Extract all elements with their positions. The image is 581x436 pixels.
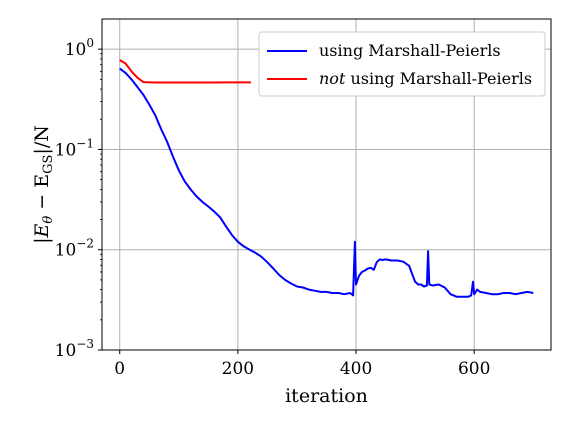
legend-label-1: not using Marshall-Peierls <box>319 69 532 88</box>
series-line-0 <box>119 67 534 298</box>
y-label-post: |/N <box>31 125 53 154</box>
x-tick-label: 400 <box>340 359 372 379</box>
axes-frame <box>101 18 552 351</box>
legend: using Marshall-Peierls not using Marshall… <box>258 31 546 97</box>
y-label-mid: − E <box>31 174 53 216</box>
y-label-sub1: θ <box>41 216 56 224</box>
y-label-sub2: GS <box>41 155 56 174</box>
y-tick-label: 100 <box>65 36 94 60</box>
x-axis-ticks: 0 200 400 600 <box>114 350 490 379</box>
y-tick-label: 10−1 <box>55 136 94 160</box>
y-label-pre: |E <box>31 223 53 243</box>
x-tick-label: 600 <box>458 359 490 379</box>
x-tick-label: 0 <box>114 359 125 379</box>
legend-label-0: using Marshall-Peierls <box>319 41 501 60</box>
series-line-1 <box>119 59 251 84</box>
y-tick-label: 10−3 <box>55 337 94 361</box>
series-layer <box>119 59 534 298</box>
x-axis-label: iteration <box>285 385 368 407</box>
y-axis-ticks: 100 10−1 10−2 10−3 <box>55 36 102 361</box>
x-tick-label: 200 <box>222 359 254 379</box>
y-axis-label: |Eθ − EGS|/N <box>31 125 56 244</box>
legend-box <box>258 31 546 97</box>
y-tick-label: 10−2 <box>55 237 94 261</box>
